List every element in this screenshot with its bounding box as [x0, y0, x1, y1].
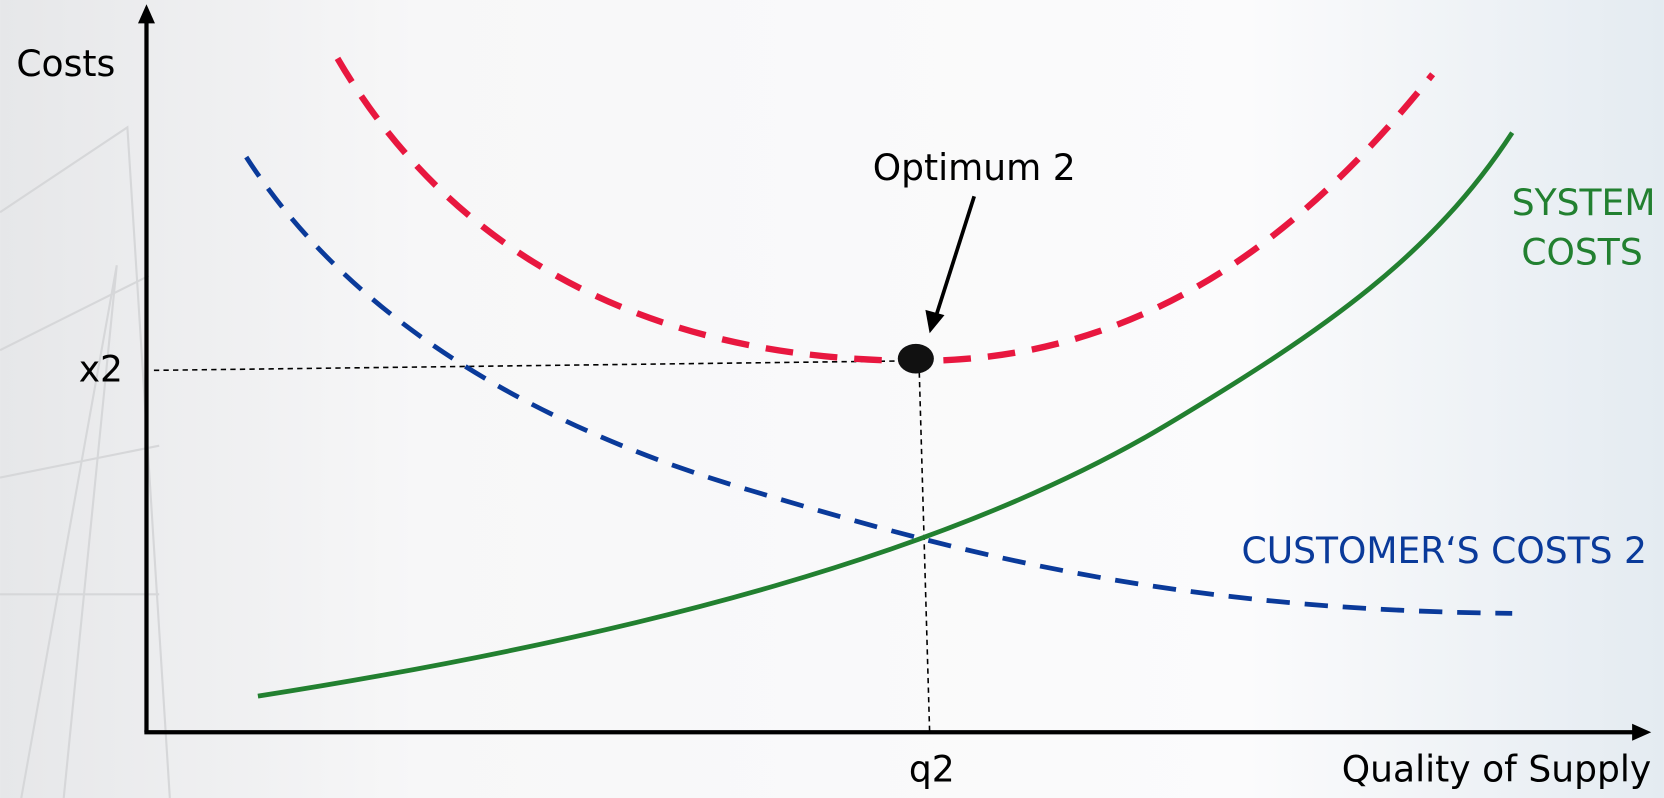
optimum-point [897, 343, 934, 374]
x-axis-label: Quality of Supply [1342, 748, 1651, 790]
annotation-arrow [934, 195, 976, 317]
system-costs-curve [257, 131, 1515, 699]
q2-guide [918, 362, 931, 733]
x-axis-arrow [1632, 723, 1652, 741]
x2-guide [153, 360, 916, 372]
annotation-arrowhead [925, 309, 945, 334]
y-axis-label: Costs [16, 43, 115, 85]
pylon-decoration [0, 125, 171, 798]
q2-label: q2 [909, 748, 955, 790]
customer-costs-label: CUSTOMER‘S COSTS 2 [1242, 530, 1647, 572]
system-costs-label: SYSTEM [1512, 182, 1656, 224]
system-costs-label: COSTS [1521, 232, 1642, 274]
x2-label: x2 [79, 348, 123, 390]
y-axis-arrow [137, 4, 155, 24]
customer-costs-curve [244, 155, 1513, 616]
optimum-label: Optimum 2 [873, 147, 1076, 189]
